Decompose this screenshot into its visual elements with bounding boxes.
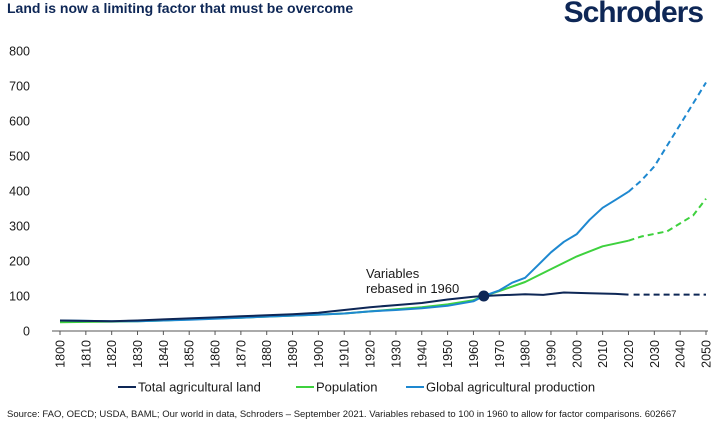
y-axis-ticks: 0 100 200 300 400 500 600 700 800	[9, 45, 30, 339]
x-tick-label: 1990	[544, 340, 558, 368]
x-tick-label: 1800	[54, 340, 68, 368]
legend-label: Global agricultural production	[426, 380, 595, 395]
series-line-actual	[59, 291, 629, 323]
x-tick-label: 1820	[105, 340, 119, 368]
x-tick-label: 1900	[312, 340, 326, 368]
y-tick-label: 300	[9, 220, 30, 234]
x-tick-label: 1860	[209, 340, 223, 368]
y-tick-label: 400	[9, 185, 30, 199]
source-note: Source: FAO, OECD; USDA, BAML; Our world…	[7, 409, 677, 420]
y-tick-label: 800	[9, 45, 30, 59]
series-lines	[59, 81, 707, 324]
annotation-line-1: Variables	[366, 266, 420, 281]
x-tick-label: 1880	[260, 340, 274, 368]
y-tick-label: 500	[9, 150, 30, 164]
x-axis-ticks: 1800 1810 1820 1830 1840 1850 1860 1870 1880 1890…	[54, 331, 714, 368]
series-line-projected	[627, 81, 707, 193]
y-tick-label: 200	[9, 255, 30, 269]
x-tick-label: 1850	[183, 340, 197, 368]
x-tick-label: 2050	[700, 340, 714, 368]
x-tick-label: 2010	[596, 340, 610, 368]
legend: Total agricultural land Population Global …	[118, 380, 595, 395]
x-tick-label: 1980	[519, 340, 533, 368]
x-tick-label: 2030	[648, 340, 662, 368]
x-tick-label: 2040	[674, 340, 688, 368]
x-tick-label: 1830	[131, 340, 145, 368]
x-tick-label: 1840	[157, 340, 171, 368]
x-tick-label: 1970	[493, 340, 507, 368]
x-tick-label: 1950	[441, 340, 455, 368]
x-tick-label: 1940	[415, 340, 429, 368]
x-tick-label: 1960	[467, 340, 481, 368]
series-line-actual	[59, 190, 630, 323]
x-tick-label: 1920	[364, 340, 378, 368]
brand-logo: Schroders	[563, 0, 704, 29]
y-tick-label: 600	[9, 115, 30, 129]
y-tick-label: 100	[9, 290, 30, 304]
rebase-marker	[478, 290, 490, 302]
x-tick-label: 1890	[286, 340, 300, 368]
x-tick-label: 1910	[338, 340, 352, 368]
y-tick-label: 0	[23, 325, 30, 339]
x-tick-label: 2000	[570, 340, 584, 368]
annotation-line-2: rebased in 1960	[366, 281, 459, 296]
x-tick-label: 1930	[389, 340, 403, 368]
x-tick-label: 2020	[622, 340, 636, 368]
x-tick-label: 1870	[234, 340, 248, 368]
chart-title: Land is now a limiting factor that must …	[7, 0, 354, 16]
legend-label: Total agricultural land	[138, 380, 261, 395]
series-line-projected	[628, 198, 707, 242]
legend-label: Population	[316, 380, 377, 395]
y-tick-label: 700	[9, 80, 30, 94]
x-tick-label: 1810	[79, 340, 93, 368]
